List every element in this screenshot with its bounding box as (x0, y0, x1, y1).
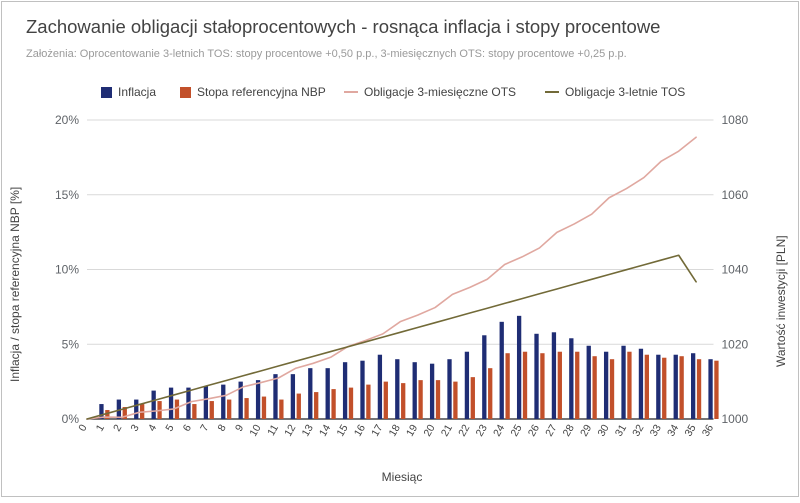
svg-text:6: 6 (181, 422, 194, 433)
svg-text:29: 29 (578, 422, 594, 438)
svg-text:15%: 15% (55, 188, 79, 202)
svg-text:10: 10 (247, 422, 263, 438)
svg-text:1040: 1040 (722, 263, 749, 277)
svg-text:14: 14 (317, 422, 333, 438)
svg-text:1060: 1060 (722, 188, 749, 202)
svg-text:35: 35 (682, 422, 698, 438)
svg-text:33: 33 (648, 422, 664, 438)
svg-text:9: 9 (233, 422, 246, 433)
svg-text:20%: 20% (55, 113, 79, 127)
svg-text:1080: 1080 (722, 113, 749, 127)
svg-text:1000: 1000 (722, 412, 749, 426)
svg-text:16: 16 (352, 422, 368, 438)
svg-text:36: 36 (700, 422, 716, 438)
svg-text:5%: 5% (62, 337, 80, 351)
svg-text:31: 31 (613, 422, 629, 438)
svg-text:2: 2 (111, 422, 124, 433)
svg-text:1: 1 (94, 422, 107, 433)
svg-text:22: 22 (456, 422, 472, 438)
svg-text:32: 32 (630, 422, 646, 438)
svg-text:28: 28 (561, 422, 577, 438)
svg-text:7: 7 (198, 422, 211, 433)
svg-text:15: 15 (334, 422, 350, 438)
svg-text:0%: 0% (62, 412, 80, 426)
svg-text:0: 0 (76, 422, 89, 433)
svg-text:20: 20 (421, 422, 437, 438)
svg-text:26: 26 (526, 422, 542, 438)
svg-text:27: 27 (543, 422, 559, 438)
svg-text:12: 12 (282, 422, 298, 438)
svg-text:25: 25 (508, 422, 524, 438)
svg-text:10%: 10% (55, 263, 79, 277)
svg-text:18: 18 (387, 422, 403, 438)
svg-text:23: 23 (474, 422, 490, 438)
svg-text:13: 13 (300, 422, 316, 438)
svg-text:34: 34 (665, 422, 681, 438)
svg-text:1020: 1020 (722, 337, 749, 351)
svg-text:24: 24 (491, 422, 507, 438)
svg-text:4: 4 (146, 422, 159, 433)
svg-text:11: 11 (265, 422, 281, 438)
svg-text:8: 8 (216, 422, 229, 433)
svg-text:30: 30 (595, 422, 611, 438)
svg-text:17: 17 (369, 422, 385, 438)
svg-text:3: 3 (128, 422, 141, 433)
svg-text:19: 19 (404, 422, 420, 438)
svg-text:5: 5 (163, 422, 176, 433)
svg-text:21: 21 (439, 422, 455, 438)
